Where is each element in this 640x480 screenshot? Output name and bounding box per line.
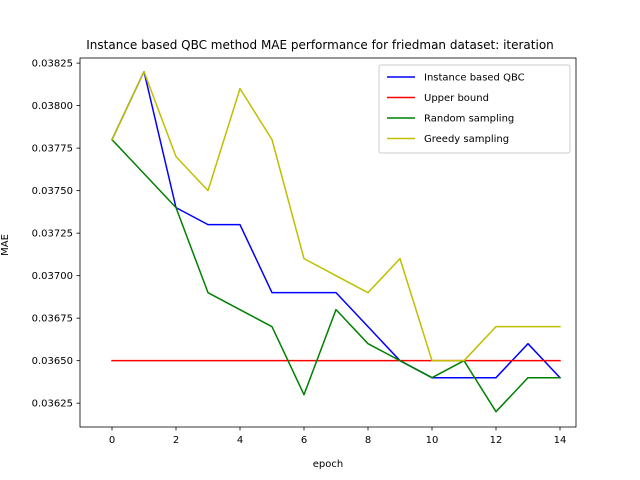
x-tick-label: 8 [365,435,371,446]
legend-box [378,64,571,154]
y-tick-label: 0.03675 [32,314,73,325]
series-line-3 [111,70,561,362]
axes-frame [79,57,577,428]
y-tick-label: 0.03800 [32,101,73,112]
y-axis-label: MAE [0,234,11,256]
y-tick-label: 0.03625 [32,399,73,410]
series-line-0 [111,70,562,379]
x-tick-label: 12 [490,435,503,446]
x-tick-label: 6 [301,435,307,446]
y-tick-label: 0.03725 [32,229,73,240]
legend-label-2: Random sampling [424,114,514,125]
legend: Instance based QBC Upper bound Random samp… [378,64,571,154]
y-tick-label: 0.03825 [32,59,73,70]
legend-label-0: Instance based QBC [424,73,525,84]
plot-area: 0 2 4 6 8 10 12 14 0.03625 0.03650 0.03675 0.03700 0… [32,57,577,446]
x-tick-label: 14 [554,435,567,446]
x-axis-label: epoch [313,459,343,470]
y-tick-label: 0.03775 [32,144,73,155]
chart-title: Instance based QBC method MAE performanc… [86,38,554,52]
series-line-2 [110,138,561,413]
x-tick-label: 10 [426,435,439,446]
x-tick-label: 4 [237,435,243,446]
y-tick-label: 0.03750 [32,186,73,197]
x-tick-label: 2 [173,435,179,446]
legend-label-1: Upper bound [424,93,489,104]
x-tick-label: 0 [109,435,115,446]
y-tick-label: 0.03700 [32,271,73,282]
y-tick-label: 0.03650 [32,356,73,367]
legend-label-3: Greedy sampling [424,134,509,145]
